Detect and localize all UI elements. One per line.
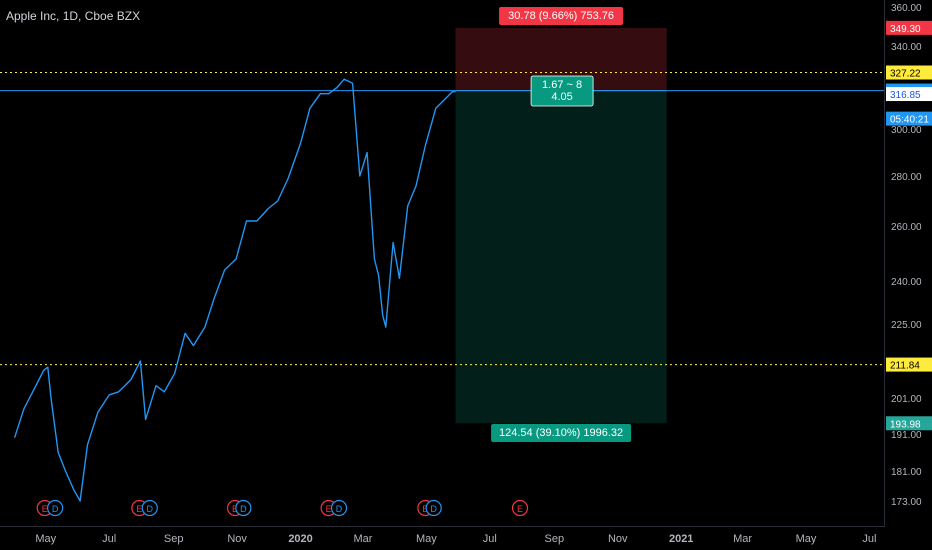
x-tick-label-5: Mar [353,533,372,545]
dividend-marker-text-5: D [240,504,247,514]
x-tick-label-2: Sep [164,533,184,545]
dividend-marker-5[interactable] [235,499,252,517]
price-tag-6 [886,416,932,431]
symbol-title: Apple Inc, 1D, Cboe BZX [6,9,141,23]
y-tick-label-1: 181.00 [891,467,922,478]
y-tick-label-4: 225.00 [891,320,922,331]
x-tick-label-4: 2020 [288,533,312,545]
y-tick-label-6: 260.00 [891,222,922,233]
earnings-marker-text-6: E [326,504,332,514]
dividend-marker-7[interactable] [330,499,348,517]
y-tick-label-7: 280.00 [891,172,922,183]
price-tag-0 [886,20,932,35]
x-tick-label-9: Nov [608,533,628,545]
price-tag-text-6: 193.98 [890,419,921,430]
dividend-marker-text-7: D [336,504,343,514]
price-tag-text-0: 349.30 [890,24,921,35]
position-target-label-box [491,424,632,442]
price-tag-text-1: 327.22 [890,69,921,80]
price-tag-5 [886,357,932,372]
x-tick-label-11: Mar [733,533,752,545]
dividend-marker-3[interactable] [141,499,158,517]
earnings-marker-text-2: E [136,504,142,514]
x-tick-label-12: May [796,533,817,545]
position-stop-label-box [499,7,624,25]
earnings-marker-text-4: E [232,504,238,514]
price-axis-border [884,0,885,526]
x-tick-label-0: May [35,533,56,545]
y-tick-label-8: 300.00 [891,125,922,136]
y-tick-label-9: 340.00 [891,42,922,53]
time-axis-border [0,526,885,527]
earnings-marker-10[interactable] [511,499,529,517]
y-tick-label-10: 360.00 [891,3,922,14]
take-profit-zone[interactable] [455,90,667,424]
position-center-label-text-1: 4.05 [551,91,572,103]
dividend-marker-text-1: D [52,504,59,514]
price-tag-1 [886,65,932,80]
position-center-label-box [530,75,594,107]
position-center-label-text-0: 1.67 ~ 8 [542,79,582,91]
x-tick-label-3: Nov [227,533,247,545]
price-tag-text-5: 211.84 [890,361,920,372]
earnings-marker-text-8: E [422,504,428,514]
price-tag-text-3: 316.85 [890,90,921,101]
price-series-line [13,78,456,502]
x-tick-label-13: Jul [862,533,876,545]
price-tag-3 [886,87,932,102]
x-tick-label-8: Sep [545,533,565,545]
price-tag-text-4: 05:40:21 [890,115,929,126]
position-target-label-text-0: 124.54 (39.10%) 1996.32 [499,427,623,439]
dividend-marker-1[interactable] [47,499,64,517]
dividend-marker-9[interactable] [425,499,442,517]
earnings-marker-text-0: E [42,504,48,514]
x-tick-label-10: 2021 [669,533,693,545]
y-tick-label-3: 201.00 [891,394,922,405]
position-stop-label-text-0: 30.78 (9.66%) 753.76 [508,10,614,22]
price-tag-4 [886,111,932,126]
x-tick-label-1: Jul [102,533,116,545]
y-tick-label-0: 173.00 [891,497,922,508]
dividend-marker-text-3: D [147,504,154,514]
x-tick-label-6: May [416,533,437,545]
y-tick-label-5: 240.00 [891,277,922,288]
y-tick-label-2: 191.00 [891,430,922,441]
x-tick-label-7: Jul [483,533,497,545]
earnings-marker-text-10: E [517,504,523,514]
dividend-marker-text-9: D [430,504,437,514]
